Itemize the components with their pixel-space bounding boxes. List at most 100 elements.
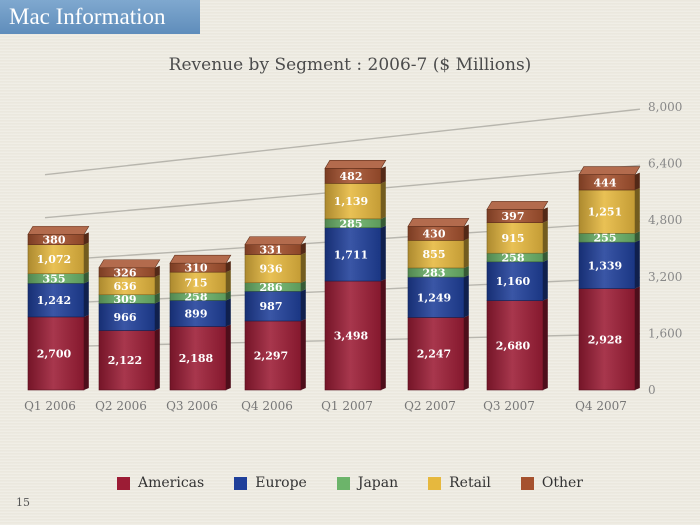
chart-title: Revenue by Segment : 2006-7 ($ Millions) xyxy=(168,55,532,75)
data-label: 1,072 xyxy=(37,253,71,266)
data-label: 3,498 xyxy=(334,330,369,343)
data-label: 283 xyxy=(423,267,446,280)
bar-segment xyxy=(244,254,302,284)
bar-segment xyxy=(98,330,156,391)
bar-side xyxy=(543,207,548,223)
data-label: 2,297 xyxy=(254,349,288,362)
bar-segment xyxy=(169,326,227,391)
data-label: 899 xyxy=(185,307,208,320)
y-tick-label: 8,000 xyxy=(648,100,682,114)
data-label: 1,242 xyxy=(37,294,71,307)
data-label: 2,700 xyxy=(37,347,72,360)
bar-top xyxy=(578,166,641,175)
x-tick-label: Q1 2006 xyxy=(24,399,76,413)
bar-side xyxy=(155,301,160,331)
bar-side xyxy=(155,274,160,295)
bar-segment xyxy=(486,222,544,254)
bar-side xyxy=(635,240,640,289)
legend-item: Retail xyxy=(428,475,491,491)
legend-label: Retail xyxy=(449,475,491,491)
bar-stack: 2,247 1,249 283 855 430 xyxy=(407,218,470,391)
bar-segment xyxy=(407,317,465,391)
bar-segment xyxy=(98,303,156,331)
data-label: 2,188 xyxy=(179,352,214,365)
bar-side xyxy=(84,271,89,284)
x-tick-label: Q4 2007 xyxy=(575,399,627,413)
y-tick-label: 6,400 xyxy=(648,157,682,171)
bar-segment xyxy=(324,183,382,220)
bar-side xyxy=(155,265,160,277)
bar-segment xyxy=(27,282,85,318)
legend-swatch xyxy=(336,476,350,490)
bar-segment xyxy=(27,244,85,274)
data-label: 444 xyxy=(594,176,617,189)
bar-segment xyxy=(244,291,302,322)
y-axis-ticks: 0 1,600 3,200 4,800 6,400 8,000 xyxy=(648,100,682,397)
bar-segment xyxy=(169,300,227,327)
legend-swatch xyxy=(117,476,130,490)
bar-segment xyxy=(244,320,302,391)
bar-stack: 2,700 1,242 355 1,072 380 xyxy=(27,226,90,391)
bar-side xyxy=(226,261,231,273)
data-label: 286 xyxy=(260,281,283,294)
legend-swatch xyxy=(428,476,442,490)
bar-top xyxy=(169,254,232,264)
data-label: 258 xyxy=(185,291,208,304)
data-label: 1,339 xyxy=(588,259,622,272)
bar-side xyxy=(226,270,231,293)
bar-side xyxy=(301,280,306,292)
legend-swatch xyxy=(234,476,248,490)
bar-side xyxy=(301,252,306,283)
data-label: 331 xyxy=(260,244,283,257)
data-label: 355 xyxy=(43,272,66,285)
bar-side xyxy=(381,181,386,219)
data-label: 258 xyxy=(502,252,525,265)
bar-side xyxy=(155,292,160,304)
bar-side xyxy=(84,281,89,317)
data-label: 855 xyxy=(423,248,446,261)
bar-stack: 2,928 1,339 255 1,251 444 xyxy=(578,166,641,391)
gridline xyxy=(44,108,641,176)
data-label: 397 xyxy=(502,210,525,223)
bar-stack: 2,297 987 286 936 331 xyxy=(244,236,307,391)
data-label: 936 xyxy=(260,263,283,276)
data-label: 1,711 xyxy=(334,248,368,261)
data-label: 915 xyxy=(502,232,525,245)
page-number: 15 xyxy=(16,496,30,509)
bar-side xyxy=(84,232,89,245)
data-label: 255 xyxy=(594,232,617,245)
legend-label: Other xyxy=(541,475,583,491)
bar-side xyxy=(464,265,469,278)
legend-swatch xyxy=(520,476,534,490)
bar-side xyxy=(155,328,160,390)
x-tick-label: Q1 2007 xyxy=(321,399,373,413)
data-label: 1,251 xyxy=(588,206,622,219)
y-tick-label: 3,200 xyxy=(648,270,682,284)
bar-side xyxy=(635,231,640,243)
bar-segment xyxy=(407,276,465,318)
bar-segment xyxy=(486,300,544,391)
bar-side xyxy=(464,315,469,390)
bar-side xyxy=(543,298,548,390)
legend-item: Japan xyxy=(336,475,399,491)
bar-side xyxy=(301,289,306,321)
chart-legend: Americas Europe Japan Retail Other xyxy=(0,475,700,491)
data-label: 2,122 xyxy=(108,354,142,367)
data-label: 987 xyxy=(260,300,283,313)
data-label: 2,928 xyxy=(588,333,623,346)
data-label: 1,139 xyxy=(334,195,368,208)
x-tick-label: Q3 2007 xyxy=(483,399,535,413)
bar-top xyxy=(486,201,549,210)
bar-side xyxy=(301,242,306,255)
data-label: 715 xyxy=(185,277,208,290)
bar-segment xyxy=(27,316,85,391)
bar-side xyxy=(543,220,548,254)
bar-segment xyxy=(578,288,636,391)
bar-top xyxy=(244,236,307,245)
bar-side xyxy=(84,314,89,390)
bar-side xyxy=(381,279,386,390)
legend-label: Japan xyxy=(357,475,399,491)
bar-top xyxy=(98,259,161,269)
